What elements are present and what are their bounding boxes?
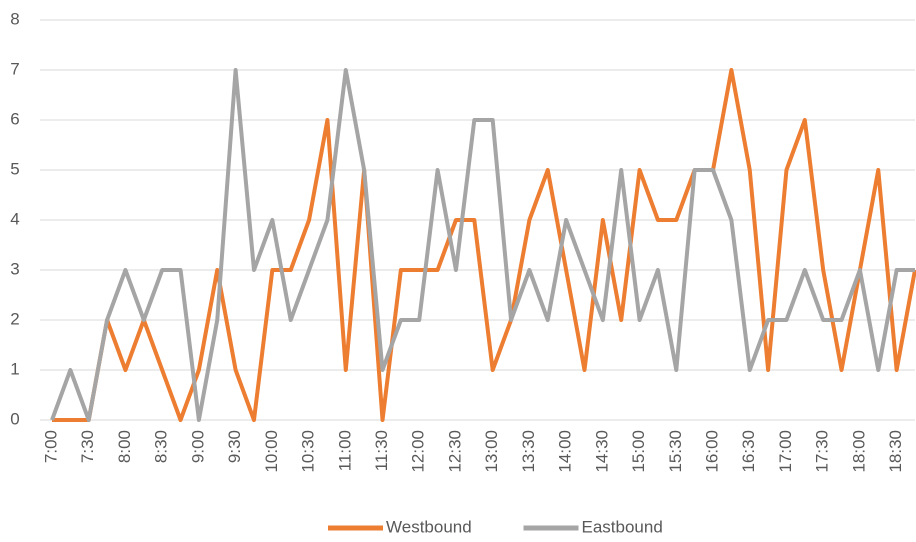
x-tick-label: 12:00 xyxy=(409,430,428,473)
x-tick-label: 18:30 xyxy=(886,430,905,473)
x-tick-label: 15:00 xyxy=(629,430,648,473)
y-tick-label: 8 xyxy=(10,9,19,28)
x-tick-label: 10:00 xyxy=(262,430,281,473)
x-tick-label: 8:30 xyxy=(152,430,171,463)
y-tick-label: 6 xyxy=(10,109,19,128)
y-tick-label: 4 xyxy=(10,209,19,228)
legend-label: Westbound xyxy=(386,517,472,536)
data-line xyxy=(50,68,915,422)
y-tick-label: 3 xyxy=(10,259,19,278)
y-tick-label: 0 xyxy=(10,409,19,428)
x-tick-label: 7:00 xyxy=(41,430,60,463)
y-tick-label: 5 xyxy=(10,159,19,178)
x-tick-label: 18:00 xyxy=(849,430,868,473)
y-tick-label: 1 xyxy=(10,359,19,378)
x-tick-label: 16:00 xyxy=(703,430,722,473)
x-tick-label: 11:00 xyxy=(335,430,354,471)
data-line xyxy=(52,68,916,422)
x-tick-label: 13:00 xyxy=(482,430,501,473)
x-tick-label: 12:30 xyxy=(445,430,464,473)
x-tick-label: 14:30 xyxy=(592,430,611,473)
x-tick-label: 17:30 xyxy=(813,430,832,473)
x-tick-label: 9:00 xyxy=(188,430,207,463)
x-tick-label: 9:30 xyxy=(225,430,244,463)
legend-label: Eastbound xyxy=(582,517,663,536)
x-tick-label: 13:30 xyxy=(519,430,538,473)
x-tick-label: 14:00 xyxy=(556,430,575,473)
y-tick-label: 2 xyxy=(10,309,19,328)
x-tick-label: 17:00 xyxy=(776,430,795,473)
x-tick-label: 7:30 xyxy=(78,430,97,463)
x-tick-label: 16:30 xyxy=(739,430,758,473)
x-tick-label: 10:30 xyxy=(299,430,318,473)
x-tick-label: 11:30 xyxy=(372,430,391,471)
x-tick-label: 15:30 xyxy=(666,430,685,473)
y-tick-label: 7 xyxy=(10,59,19,78)
x-tick-label: 8:00 xyxy=(115,430,134,463)
